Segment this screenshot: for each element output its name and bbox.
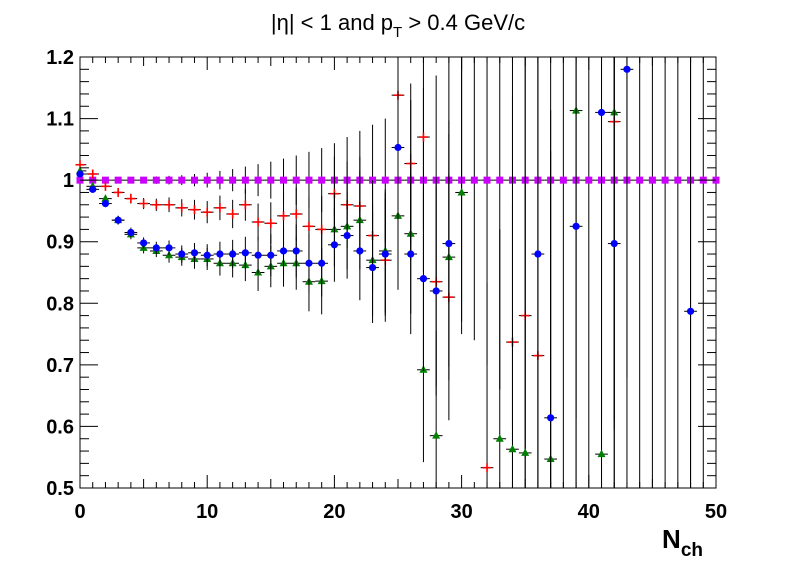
data-point-circle xyxy=(547,414,555,422)
data-point-square xyxy=(267,176,275,184)
chart-title: |η| < 1 and pT > 0.4 GeV/c xyxy=(271,10,525,41)
x-tick-label: 40 xyxy=(578,501,600,523)
x-axis-label-subscript: ch xyxy=(681,540,703,561)
data-point-circle xyxy=(572,222,580,230)
data-point-circle xyxy=(165,244,173,252)
data-point-circle xyxy=(216,250,224,258)
data-point-square xyxy=(318,176,326,184)
data-point-square xyxy=(216,176,224,184)
data-point-circle xyxy=(241,249,249,257)
data-point-square xyxy=(470,176,478,184)
x-axis-label-main: N xyxy=(662,524,681,554)
data-point-square xyxy=(585,176,593,184)
data-point-square xyxy=(305,176,313,184)
x-tick-label: 20 xyxy=(323,501,345,523)
data-point-circle xyxy=(318,259,326,267)
data-point-square xyxy=(127,176,135,184)
data-point-circle xyxy=(356,247,364,255)
data-point-square xyxy=(229,176,237,184)
data-point-triangle xyxy=(101,194,110,202)
y-tick-label: 1.2 xyxy=(46,47,74,69)
data-point-square xyxy=(203,176,211,184)
data-point-square xyxy=(152,176,160,184)
data-point-square xyxy=(381,176,389,184)
data-point-circle xyxy=(254,251,262,259)
y-tick-label: 0.9 xyxy=(46,232,74,254)
data-point-square xyxy=(483,176,491,184)
data-point-square xyxy=(241,176,249,184)
data-point-circle xyxy=(432,287,440,295)
y-tick-label: 1.1 xyxy=(46,109,74,131)
y-tick-label: 1 xyxy=(63,170,74,192)
data-point-circle xyxy=(534,250,542,258)
data-point-circle xyxy=(394,143,402,152)
data-point-circle xyxy=(419,275,428,283)
x-tick-label: 0 xyxy=(74,501,85,523)
data-point-circle xyxy=(623,65,631,73)
data-point-circle xyxy=(330,241,338,249)
data-point-circle xyxy=(203,251,211,259)
series-circle xyxy=(76,57,697,488)
data-point-square xyxy=(101,176,109,184)
data-point-circle xyxy=(597,108,606,117)
data-point-circle xyxy=(140,239,148,247)
data-point-square xyxy=(178,176,186,184)
data-point-square xyxy=(254,176,262,184)
data-point-circle xyxy=(368,263,377,272)
data-point-square xyxy=(674,176,682,184)
chart-title-main: |η| < 1 and p xyxy=(271,10,393,35)
data-point-square xyxy=(496,176,504,184)
y-tick-label: 0.5 xyxy=(46,478,74,500)
data-point-triangle xyxy=(495,434,504,442)
data-point-triangle xyxy=(457,187,466,196)
data-point-circle xyxy=(101,199,110,208)
data-point-square xyxy=(280,176,288,184)
data-point-square xyxy=(648,176,656,184)
data-point-triangle xyxy=(597,449,606,458)
data-point-square xyxy=(292,176,300,184)
data-point-square xyxy=(114,176,122,184)
data-point-circle xyxy=(267,251,275,259)
x-tick-label: 50 xyxy=(705,501,727,523)
data-point-square xyxy=(636,176,644,184)
x-tick-label: 30 xyxy=(450,501,472,523)
data-point-circle xyxy=(152,244,160,252)
chart-title-rest: > 0.4 GeV/c xyxy=(402,10,525,35)
data-point-triangle xyxy=(508,444,517,453)
y-tick-label: 0.7 xyxy=(46,355,74,377)
data-point-circle xyxy=(292,247,300,255)
data-point-circle xyxy=(407,250,415,258)
x-tick-label: 10 xyxy=(196,501,218,523)
data-point-square xyxy=(165,176,173,184)
y-tick-label: 0.8 xyxy=(46,293,74,315)
data-point-circle xyxy=(190,249,199,257)
data-point-square xyxy=(661,176,669,184)
data-point-circle xyxy=(114,216,122,224)
data-point-circle xyxy=(610,239,618,248)
data-point-circle xyxy=(686,307,695,315)
x-axis-label: Nch xyxy=(662,524,703,561)
data-point-circle xyxy=(89,185,97,193)
data-point-circle xyxy=(305,259,313,267)
data-point-circle xyxy=(76,170,84,178)
data-point-circle xyxy=(229,250,237,258)
data-series xyxy=(75,57,720,488)
data-point-square xyxy=(140,176,148,184)
chart-title-subscript: T xyxy=(393,24,402,41)
data-point-circle xyxy=(381,250,389,258)
data-point-square xyxy=(190,176,198,184)
axes: 0 10 20 30 40 50 0.5 0.6 0.7 0.8 0.9 1 1.1 1.2 xyxy=(46,47,727,523)
data-point-circle xyxy=(279,247,288,255)
data-point-circle xyxy=(178,250,186,258)
data-point-triangle xyxy=(432,431,441,439)
data-point-circle xyxy=(445,239,453,248)
data-point-circle xyxy=(343,231,351,240)
data-point-square xyxy=(559,176,567,184)
data-point-circle xyxy=(127,228,135,237)
data-point-triangle xyxy=(521,448,530,456)
y-tick-label: 0.6 xyxy=(46,416,74,438)
